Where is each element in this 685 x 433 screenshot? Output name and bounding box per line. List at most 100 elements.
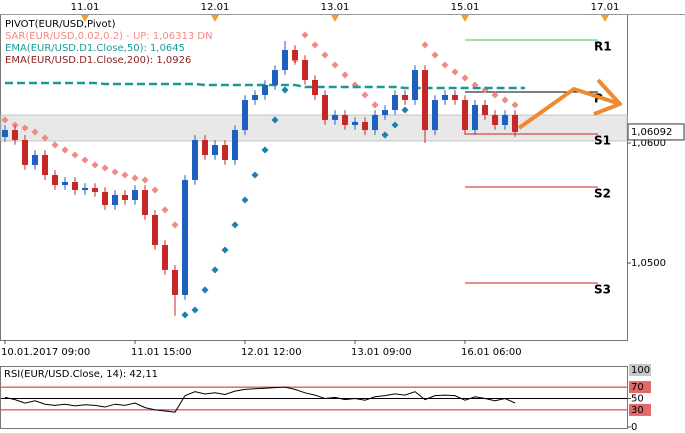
rsi-frame (0, 366, 628, 429)
sar-dot (101, 164, 109, 172)
candle-body (42, 154, 48, 176)
rsi-tick-label: 0 (631, 422, 637, 433)
legend-entry: PIVOT(EUR/USD,Pivot) (5, 19, 116, 30)
sar-dot (41, 134, 49, 142)
candle-body (482, 104, 488, 116)
sar-dot (251, 171, 259, 179)
sar-dot (361, 91, 369, 99)
candle-body (32, 154, 38, 165)
candle-body (2, 130, 8, 137)
candle-body (212, 145, 218, 155)
candle-body (412, 70, 418, 101)
date-label: 13.01 (321, 2, 350, 13)
pivot-label: S2 (594, 187, 611, 201)
sar-dot (391, 121, 399, 129)
sar-dot (131, 174, 139, 182)
sar-dot (431, 51, 439, 59)
legend-entry: SAR(EUR/USD,0.02,0.2) - UP: 1,06313 DN (5, 31, 213, 42)
rsi-tick-label: 30 (631, 405, 644, 416)
rsi-tick-label: 50 (631, 394, 644, 405)
candle-body (472, 104, 478, 131)
rsi-tick-box (629, 403, 651, 416)
sar-dot (441, 61, 449, 69)
candle-body (322, 94, 328, 120)
candle-body (452, 94, 458, 101)
candle-body (372, 115, 378, 131)
sar-dot (341, 71, 349, 79)
candle-body (222, 145, 228, 161)
sar-dot (381, 131, 389, 139)
sar-dot (111, 168, 119, 176)
candle-body (162, 244, 168, 270)
candle-body (252, 94, 258, 101)
candle-body (112, 194, 118, 206)
sar-dot (161, 206, 169, 214)
sar-dot (91, 161, 99, 169)
sar-dot (311, 41, 319, 49)
candle-body (102, 191, 108, 206)
sar-dot (141, 176, 149, 184)
trend-arrow (517, 78, 622, 130)
candle-body (272, 70, 278, 86)
sar-dot (201, 286, 209, 294)
candle-body (392, 94, 398, 110)
x-tick-label: 11.01 15:00 (131, 347, 192, 358)
date-marker (81, 15, 89, 22)
candle-body (142, 190, 148, 215)
rsi-line (4, 386, 516, 413)
candle-body (512, 115, 518, 132)
candle-body (192, 139, 198, 180)
sar-dot (451, 68, 459, 76)
sar-dot (31, 128, 39, 136)
sar-dot (501, 96, 509, 104)
pivot-label: R1 (594, 40, 612, 54)
candle-body (282, 49, 288, 71)
rsi-title: RSI(EUR/USD.Close, 14): 42,11 (4, 369, 158, 380)
sar-dot (421, 41, 429, 49)
sar-dot (191, 306, 199, 314)
candle-body (22, 139, 28, 165)
date-marker (461, 15, 469, 22)
date-marker (601, 15, 609, 22)
y-tick-label: 1,0500 (631, 258, 666, 269)
date-label: 15.01 (451, 2, 480, 13)
last-price-label: 1,06092 (631, 127, 672, 138)
candle-body (62, 181, 68, 185)
candle-body (332, 115, 338, 120)
pivot-label: S1 (594, 133, 611, 147)
sar-dot (401, 106, 409, 114)
candle-body (92, 187, 98, 192)
highlight-zone (0, 114, 628, 142)
candle-body (262, 85, 268, 95)
candle-body (342, 115, 348, 125)
sar-dot (281, 86, 289, 94)
rsi-tick-label: 70 (631, 382, 644, 393)
candle-body (422, 70, 428, 131)
last-price-box (627, 123, 685, 141)
x-tick-label: 13.01 09:00 (351, 347, 412, 358)
sar-dot (171, 221, 179, 229)
date-label: 12.01 (201, 2, 230, 13)
candle-body (232, 130, 238, 161)
candle-body (242, 100, 248, 131)
date-marker (331, 15, 339, 22)
date-marker (211, 15, 219, 22)
candle-body (502, 115, 508, 125)
candle-body (402, 94, 408, 101)
sar-dot (491, 91, 499, 99)
arrow-line (517, 87, 621, 130)
date-label: 17.01 (591, 2, 620, 13)
sar-dot (61, 146, 69, 154)
x-tick-label: 12.01 12:00 (241, 347, 302, 358)
sar-dot (511, 101, 519, 109)
legend-entry: EMA(EUR/USD.D1.Close,50): 1,0645 (5, 43, 185, 54)
sar-dot (151, 186, 159, 194)
candle-body (312, 79, 318, 95)
rsi-tick-box (629, 364, 651, 376)
date-label: 11.01 (71, 2, 100, 13)
sar-dot (81, 156, 89, 164)
sar-dot (121, 171, 129, 179)
sar-dot (221, 246, 229, 254)
